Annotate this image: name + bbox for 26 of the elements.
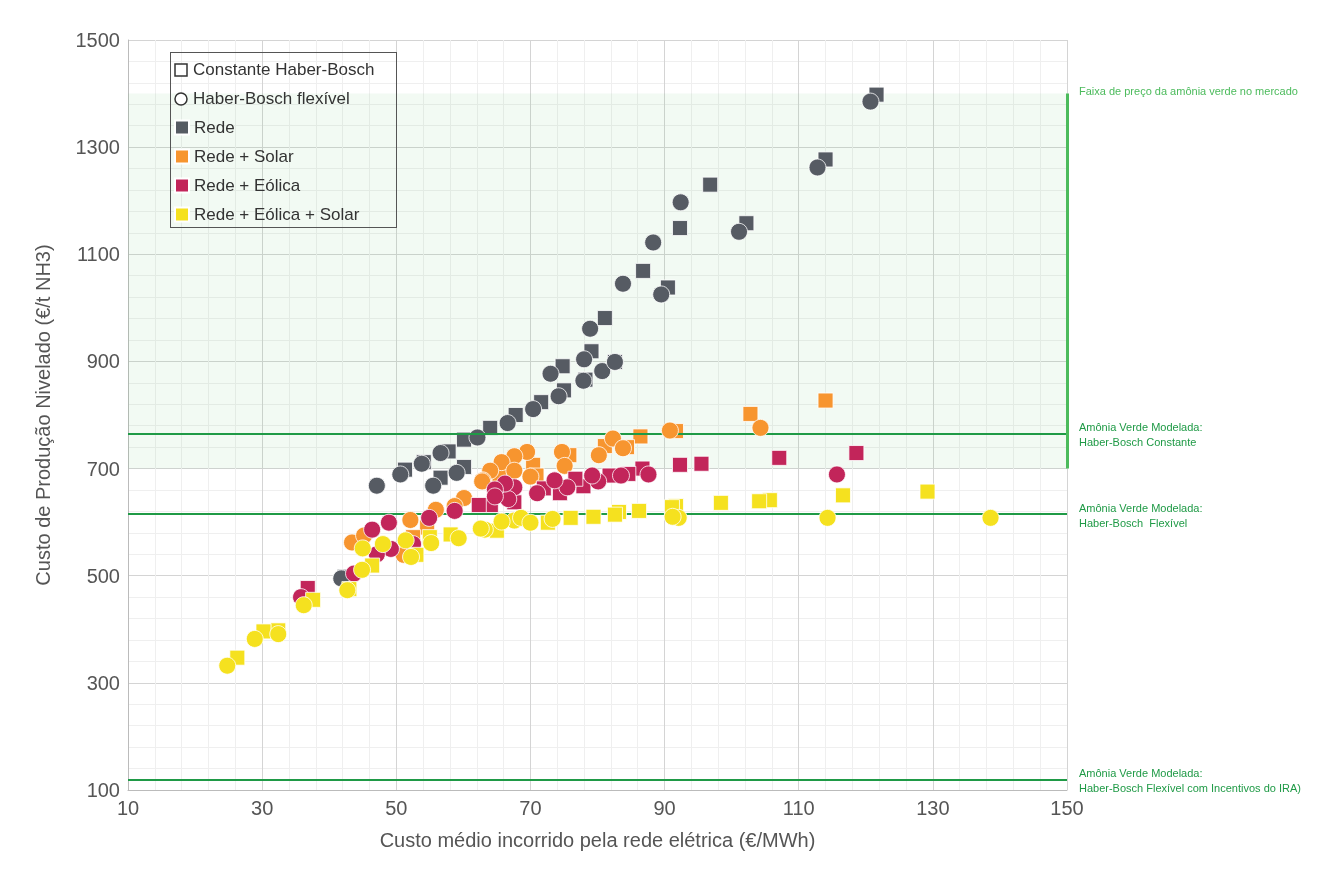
y-tick-label: 900: [86, 350, 120, 373]
y-tick-label: 700: [86, 457, 120, 480]
x-tick-label: 130: [916, 797, 950, 819]
legend-label: Rede + Eólica: [194, 176, 301, 195]
x-tick-label: 110: [782, 797, 815, 819]
x-tick-label: 70: [519, 797, 542, 819]
x-tick-label: 90: [653, 797, 676, 819]
y-tick-label: 300: [86, 671, 120, 694]
y-tick-label: 1500: [75, 29, 120, 51]
y-tick-label: 1300: [75, 136, 120, 159]
y-tick-label: 1100: [76, 243, 120, 266]
x-tick-label: 150: [1050, 797, 1084, 819]
x-tick-label: 30: [251, 797, 274, 819]
legend-label: Rede: [194, 118, 235, 137]
band-label: Faixa de preço da amônia verde no mercado: [1079, 85, 1298, 98]
x-tick-label: 50: [385, 797, 408, 819]
annotation: Constante Haber-Bosch: [193, 60, 375, 80]
ref-line-label: Amônia Verde Modelada: Haber-Bosch Constante: [1079, 421, 1203, 449]
ref-line-label: Amônia Verde Modelada: Haber-Bosch Flexível: [1079, 501, 1203, 529]
legend-label: Rede + Solar: [194, 147, 295, 166]
x-axis-title: Custo médio incorrido pela rede elétrica (€/MWh): [379, 829, 816, 851]
legend-label: Rede + Eólica + Solar: [194, 205, 360, 224]
annotation: Haber-Bosch flexível: [193, 89, 350, 109]
ref-line-label: Amônia Verde Modelada: Haber-Bosch Flexível com Incentivos do IRA): [1079, 766, 1301, 794]
y-axis-title: Custo de Produção Nivelado (€/t NH3): [32, 244, 54, 586]
y-tick-label: 500: [86, 564, 120, 587]
